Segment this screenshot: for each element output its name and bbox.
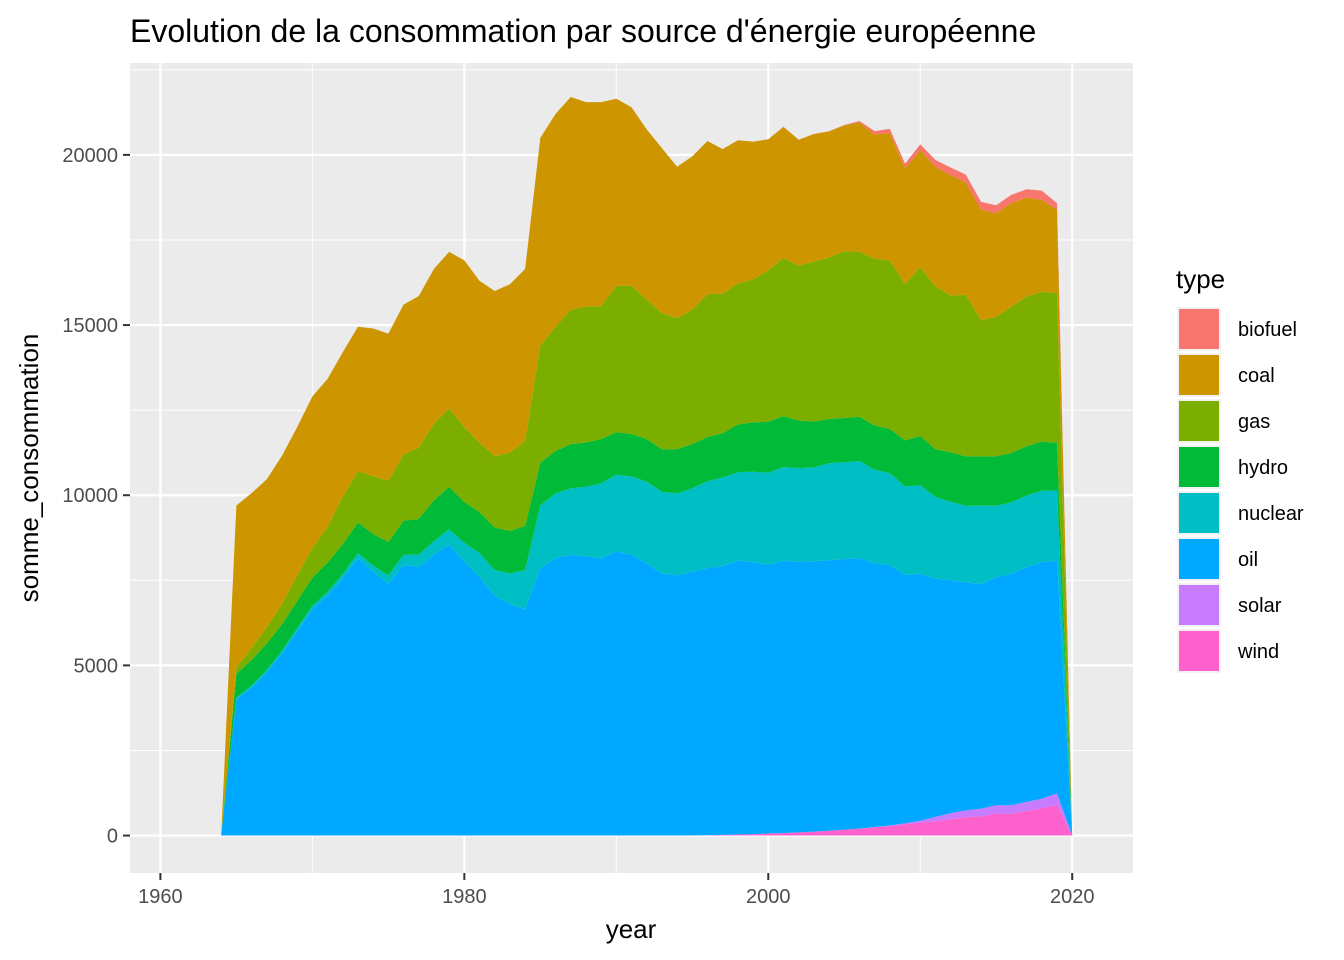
area-wind — [221, 804, 1073, 836]
area-oil — [221, 544, 1073, 836]
x-tick-label: 1960 — [138, 886, 183, 908]
legend-key-wind — [1179, 631, 1219, 671]
y-tick-label: 10000 — [62, 485, 118, 507]
chart-title: Evolution de la consommation par source … — [130, 13, 1036, 49]
y-axis-title: somme_consommation — [14, 334, 44, 603]
y-axis: 0 5000 10000 15000 20000 — [62, 145, 130, 848]
legend-label-wind: wind — [1237, 641, 1279, 663]
legend-key-oil — [1179, 539, 1219, 579]
x-tick-label: 2000 — [746, 886, 791, 908]
legend-key-biofuel — [1179, 309, 1219, 349]
legend-label-oil: oil — [1238, 549, 1258, 571]
legend: type biofuel coal gas hydro nuclear oil solar w… — [1176, 264, 1304, 673]
area-nuclear — [221, 461, 1073, 836]
x-tick-label: 2020 — [1050, 886, 1095, 908]
legend-label-gas: gas — [1238, 411, 1270, 433]
legend-items: biofuel coal gas hydro nuclear oil solar wind — [1177, 307, 1304, 673]
area-hydro — [221, 416, 1073, 836]
legend-key-gas — [1179, 401, 1219, 441]
legend-label-coal: coal — [1238, 365, 1275, 387]
legend-key-coal — [1179, 355, 1219, 395]
x-axis: 1960 1980 2000 2020 — [138, 873, 1094, 908]
stacked-areas — [221, 97, 1073, 836]
x-tick-label: 1980 — [442, 886, 487, 908]
legend-key-hydro — [1179, 447, 1219, 487]
y-tick-label: 15000 — [62, 315, 118, 337]
legend-title: type — [1176, 264, 1225, 294]
x-axis-title: year — [606, 914, 657, 944]
legend-label-solar: solar — [1238, 595, 1282, 617]
y-tick-label: 5000 — [74, 655, 119, 677]
y-tick-label: 0 — [107, 826, 118, 848]
legend-label-nuclear: nuclear — [1238, 503, 1304, 525]
area-coal — [221, 97, 1073, 836]
legend-key-nuclear — [1179, 493, 1219, 533]
legend-label-hydro: hydro — [1238, 457, 1288, 479]
y-tick-label: 20000 — [62, 145, 118, 167]
legend-label-biofuel: biofuel — [1238, 319, 1297, 341]
area-gas — [221, 251, 1073, 836]
legend-key-solar — [1179, 585, 1219, 625]
